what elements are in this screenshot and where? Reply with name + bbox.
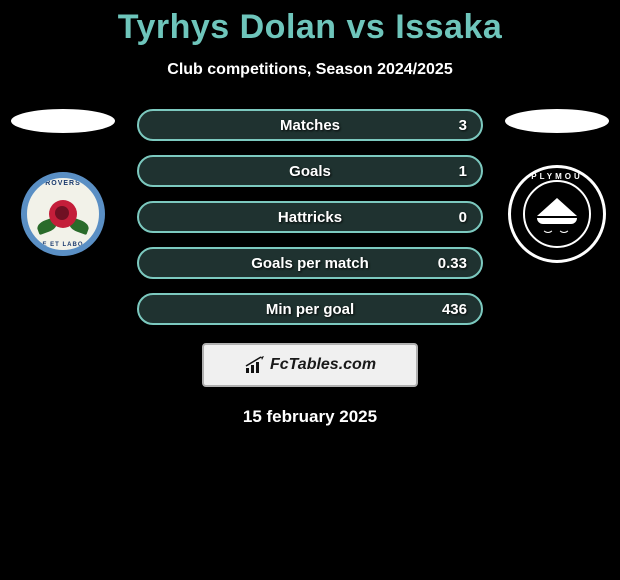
stat-row-matches: Matches 3 [137, 109, 483, 141]
badge-text: PLYMOU [531, 172, 583, 181]
player-right-avatar-placeholder [505, 109, 609, 133]
stat-label: Goals per match [139, 255, 481, 272]
stat-right-value: 0 [459, 209, 467, 226]
badge-text: E ET LABO [42, 242, 83, 248]
player-right-club-badge: PLYMOU [507, 169, 607, 259]
stat-label: Goals [139, 163, 481, 180]
player-left-club-badge: ROVERS E ET LABO [13, 169, 113, 259]
stat-label: Min per goal [139, 301, 481, 318]
player-left-avatar-placeholder [11, 109, 115, 133]
blackburn-badge: ROVERS E ET LABO [21, 172, 105, 256]
subtitle: Club competitions, Season 2024/2025 [0, 61, 620, 79]
stat-row-goals: Goals 1 [137, 155, 483, 187]
player-right-column: PLYMOU [502, 109, 612, 259]
badge-text: ROVERS [45, 180, 81, 187]
comparison-row: ROVERS E ET LABO Matches 3 Goals 1 Hattr… [0, 109, 620, 325]
plymouth-badge: PLYMOU [508, 165, 606, 263]
stat-row-min-per-goal: Min per goal 436 [137, 293, 483, 325]
stats-column: Matches 3 Goals 1 Hattricks 0 Goals per … [137, 109, 483, 325]
date-label: 15 february 2025 [0, 407, 620, 427]
page-title: Tyrhys Dolan vs Issaka [0, 0, 620, 47]
stat-right-value: 0.33 [438, 255, 467, 272]
brand-attribution[interactable]: FcTables.com [202, 343, 418, 387]
ship-icon [536, 202, 578, 226]
badge-inner [523, 180, 591, 248]
chart-icon [244, 356, 266, 374]
stat-label: Matches [139, 117, 481, 134]
stat-right-value: 3 [459, 117, 467, 134]
stat-row-goals-per-match: Goals per match 0.33 [137, 247, 483, 279]
player-left-column: ROVERS E ET LABO [8, 109, 118, 259]
brand-text: FcTables.com [270, 356, 376, 374]
stat-label: Hattricks [139, 209, 481, 226]
stat-row-hattricks: Hattricks 0 [137, 201, 483, 233]
stat-right-value: 436 [442, 301, 467, 318]
stat-right-value: 1 [459, 163, 467, 180]
rose-icon [49, 200, 77, 228]
